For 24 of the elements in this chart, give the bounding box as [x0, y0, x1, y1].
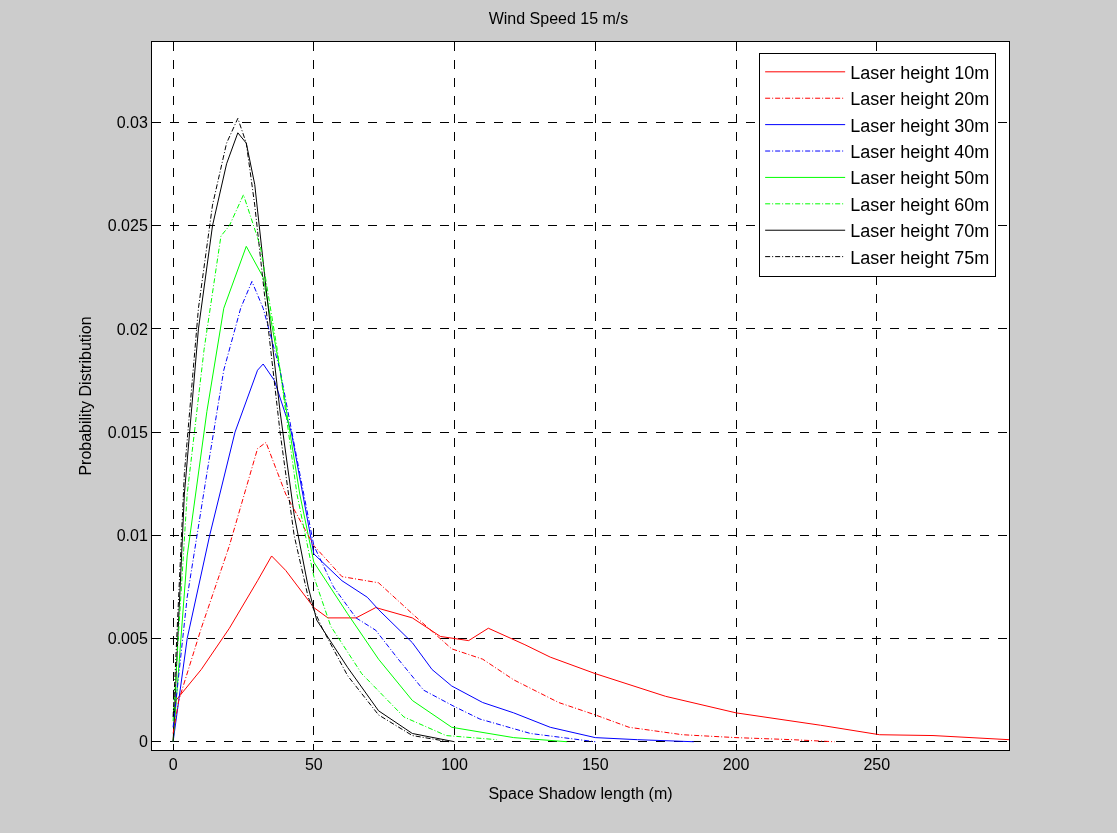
legend-label: Laser height 70m	[850, 221, 990, 242]
y-tick-label: 0.02	[116, 320, 148, 338]
y-tick-label: 0.015	[107, 423, 148, 441]
x-tick-label: 50	[304, 756, 323, 774]
x-axis-title: Space Shadow length (m)	[488, 784, 673, 802]
x-tick-label: 0	[168, 756, 178, 774]
y-tick-label: 0.01	[116, 526, 148, 544]
y-axis-title: Probability Distribution	[76, 316, 94, 476]
chart-title: Wind Speed 15 m/s	[488, 9, 629, 27]
legend-label: Laser height 20m	[850, 89, 990, 110]
y-tick-label: 0.03	[116, 114, 148, 132]
x-tick-label: 100	[441, 756, 468, 774]
legend-label: Laser height 60m	[850, 194, 990, 215]
y-tick-label: 0.025	[107, 217, 148, 235]
y-tick-label: 0.005	[107, 630, 148, 648]
legend-label: Laser height 10m	[850, 62, 990, 83]
x-tick-label: 250	[863, 756, 891, 774]
x-tick-label: 150	[581, 756, 609, 774]
y-tick-label: 0	[138, 733, 148, 751]
x-tick-label: 200	[722, 756, 750, 774]
legend-label: Laser height 40m	[850, 142, 990, 163]
legend-label: Laser height 50m	[850, 168, 990, 189]
legend-label: Laser height 75m	[850, 247, 990, 268]
legend-label: Laser height 30m	[850, 115, 990, 136]
